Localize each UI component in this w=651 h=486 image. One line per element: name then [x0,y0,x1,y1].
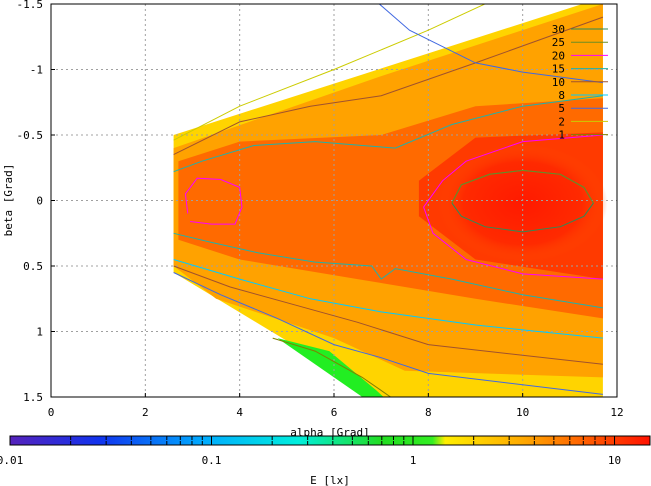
contour-line-1 [272,337,391,397]
legend-label: 2 [558,115,565,128]
contour-line-8 [173,259,603,339]
y-tick-label: -1.5 [17,0,44,11]
y-axis-label: beta [Grad] [2,164,15,237]
x-tick-label: 0 [48,406,55,419]
x-tick-label: 12 [610,406,623,419]
legend-label: 20 [552,49,565,62]
legend-label: 30 [552,23,565,36]
contour-line-20 [423,134,603,280]
colorbar-ticks: 0.01 0.1 1 10 [0,436,621,467]
contour-line-15 [173,95,603,173]
surface-green-region [277,338,384,397]
legend-label: 1 [558,129,565,142]
legend-label: 25 [552,36,565,49]
y-tick-label: 0.5 [23,260,43,273]
contour-lines [173,4,604,397]
contour-line-10 [173,265,603,365]
contour-line-25 [451,169,594,204]
contour-line-10 [173,16,604,156]
y-tick-label: 1.5 [23,391,43,404]
y-tick-label: 1 [36,326,43,339]
surface-hotspot [437,144,608,263]
contour-line-15 [173,232,603,309]
y-axis-ticks: -1.5 -1 -0.5 0 0.5 1 1.5 [17,0,55,404]
colorbar-tick-label: 1 [410,454,417,467]
y-tick-label: -1 [30,64,43,77]
x-tick-label: 4 [236,406,243,419]
contour-line-5 [378,4,603,84]
contour-line-2 [173,4,487,141]
contour-line-20 [184,177,243,225]
x-tick-label: 2 [142,406,149,419]
contour-line-5 [173,272,603,395]
colorbar-tick-label: 0.01 [0,454,23,467]
x-tick-label: 10 [516,406,529,419]
colorbar-tick-label: 0.1 [202,454,222,467]
y-tick-label: 0 [36,195,43,208]
legend-label: 10 [552,76,565,89]
x-axis-ticks: 0 2 4 6 8 10 12 [48,393,624,419]
colorbar-tick-label: 10 [608,454,621,467]
heatmap-surface [173,4,608,397]
x-tick-label: 8 [425,406,432,419]
grid-lines [51,4,617,397]
legend-label: 8 [558,89,565,102]
x-tick-label: 6 [331,406,338,419]
legend-label: 15 [552,63,565,76]
legend-label: 5 [558,102,565,115]
colorbar-label: E [lx] [310,474,350,486]
y-tick-label: -0.5 [17,129,44,142]
